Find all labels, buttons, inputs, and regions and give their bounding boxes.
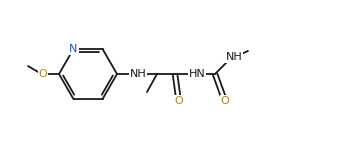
Text: O: O	[221, 96, 229, 106]
Text: NH: NH	[226, 52, 242, 62]
Text: N: N	[69, 44, 78, 54]
Text: O: O	[39, 69, 47, 79]
Text: NH: NH	[130, 69, 146, 79]
Text: HN: HN	[189, 69, 205, 79]
Text: O: O	[175, 96, 183, 106]
